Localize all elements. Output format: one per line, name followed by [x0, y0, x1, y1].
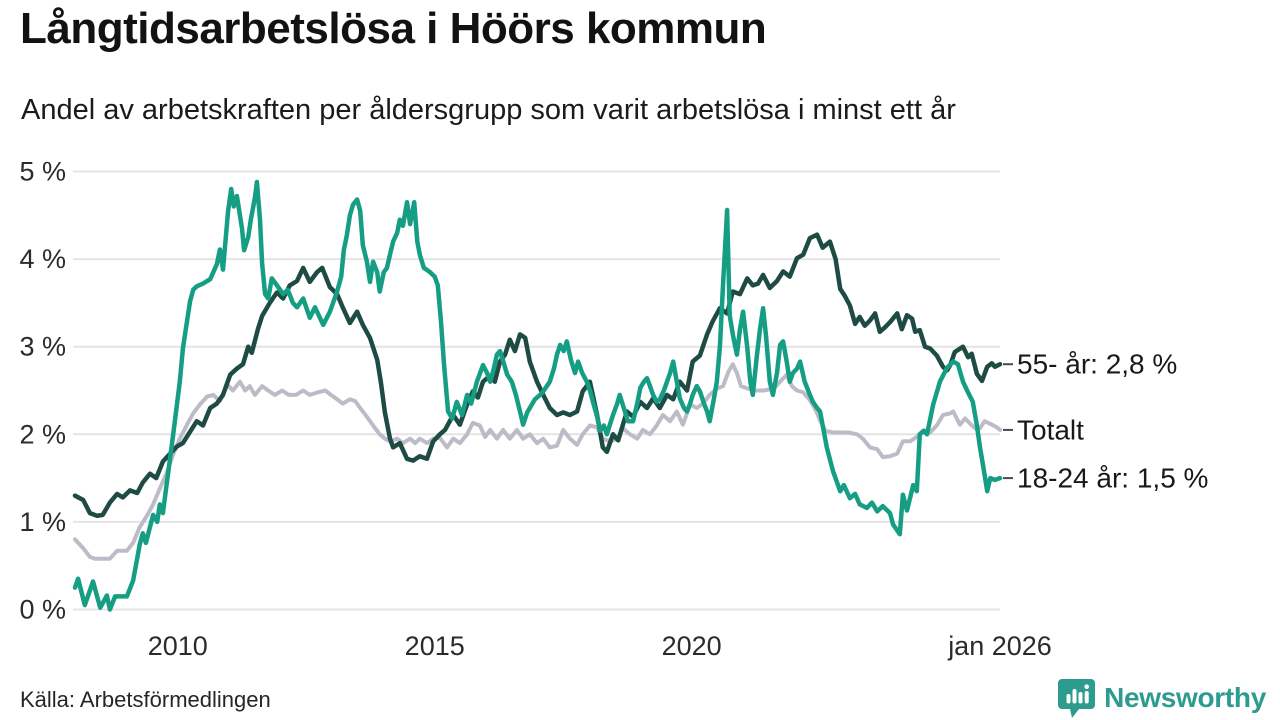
x-tick-label: 2010 — [148, 631, 208, 661]
series-end-label: 55- år: 2,8 % — [1017, 349, 1177, 380]
series-end-label: 18-24 år: 1,5 % — [1017, 463, 1208, 494]
page-subtitle: Andel av arbetskraften per åldersgrupp s… — [21, 94, 956, 126]
series-line-55-r — [72, 232, 1003, 519]
newsworthy-logo-icon — [1058, 679, 1096, 718]
page-title: Långtidsarbetslösa i Höörs kommun — [20, 4, 767, 53]
series-line-totalt — [73, 362, 1002, 561]
y-tick-label: 0 % — [19, 595, 66, 625]
x-tick-label: jan 2026 — [947, 631, 1052, 661]
y-tick-label: 3 % — [19, 332, 66, 362]
y-tick-label: 2 % — [19, 419, 66, 449]
x-tick-label: 2015 — [405, 631, 465, 661]
series-line-18-24-r — [72, 179, 1003, 612]
x-tick-label: 2020 — [662, 631, 722, 661]
y-tick-label: 4 % — [19, 244, 66, 274]
brand: Newsworthy — [1058, 678, 1266, 718]
y-tick-label: 5 % — [19, 157, 66, 187]
source-note: Källa: Arbetsförmedlingen — [20, 687, 271, 712]
series-end-label: Totalt — [1017, 414, 1084, 445]
brand-name: Newsworthy — [1104, 682, 1266, 713]
y-tick-label: 1 % — [19, 507, 66, 537]
